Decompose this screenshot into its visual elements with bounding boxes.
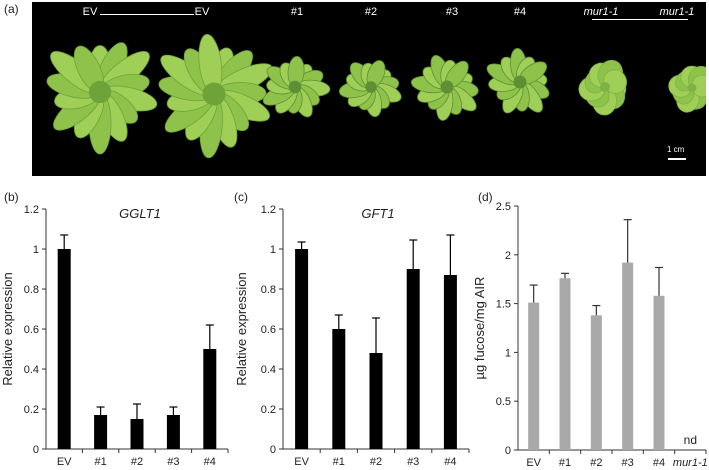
y-tick-label: 0.6 [261,324,276,336]
y-tick-label: 1 [33,244,39,256]
bar [622,262,634,450]
bar [130,419,144,449]
x-tick-label: #4 [204,456,216,468]
x-tick-label: #1 [94,456,106,468]
bar [369,353,383,449]
y-axis-label: Relative expression [0,272,15,385]
chart-title: GFT1 [361,206,394,221]
y-tick-label: 0.8 [261,284,276,296]
x-tick-label: #1 [559,457,571,469]
plant-label-ev-1: EV [82,6,98,18]
y-tick-label: 0.5 [496,396,511,408]
bar [295,249,309,449]
y-axis-label: Relative expression [234,272,249,385]
rosette-plant [338,60,402,118]
plant-label-1: #1 [290,6,304,18]
x-tick-label: #4 [653,457,665,469]
y-tick-label: 1.2 [24,204,39,216]
chart-gft1: 0 0.2 0.4 0.6 0.8 1 1.2 Relative expression GFT1… [234,204,470,468]
scale-bar [668,158,686,160]
rosette-plant [578,59,627,116]
rosettes-drawing [46,34,706,159]
bar [166,415,180,449]
x-tick-label: #2 [131,456,143,468]
y-tick-label: 0.4 [261,364,276,376]
bar [590,315,602,450]
bar [443,275,457,449]
bar [559,278,571,450]
x-tick-label: #2 [370,456,382,468]
y-tick-label: 0 [33,444,39,456]
rosette-plant [410,55,479,121]
bar [57,249,71,449]
y-tick-label: 1.2 [261,204,276,216]
y-axis-label: µg fucose/mg AIR [474,277,487,380]
plant-label-2: #2 [364,6,378,18]
x-tick-label: #3 [622,457,634,469]
rosette-plant [486,47,550,114]
y-tick-label: 0 [505,445,511,457]
x-tick-label: EV [526,457,541,469]
x-tick-label: mur1-1 [673,457,708,469]
plant-label-4: #4 [513,6,527,18]
y-tick-label: 2 [505,250,511,262]
bar [94,415,108,449]
x-tick-label: EV [294,456,309,468]
x-tick-label: #1 [333,456,345,468]
x-tick-label: #3 [407,456,419,468]
chart-gglt1: 0 0.2 0.4 0.6 0.8 1 1.2 Relative expression GGLT… [0,204,229,468]
bar [332,329,346,449]
chart-fucose: 0 0.5 1 1.5 2 2.5 µg fucose/mg AIR EV #1 #2 #3 #4 mu… [474,201,708,469]
rosette-plant [46,42,158,155]
plant-photograph: EV EV #1 #2 #3 #4 mur1-1 mur1-1 1 cm [32,2,706,176]
bar [653,295,665,450]
panel-label-d: (d) [478,190,493,204]
y-tick-label: 1 [270,244,276,256]
y-tick-label: 1.5 [496,299,511,311]
panel-label-a: (a) [4,2,19,16]
rosette-plant [262,56,331,118]
rosette-plant [668,65,706,113]
y-tick-label: 1 [505,347,511,359]
panel-label-c: (c) [234,190,248,204]
plant-label-mur1-1-b: mur1-1 [659,6,695,18]
y-tick-label: 0.2 [24,404,39,416]
nd-annotation: nd [684,433,697,447]
bar [528,302,540,450]
ev-bracket-line [100,14,194,15]
bar [203,349,217,449]
y-tick-label: 0.2 [261,404,276,416]
y-tick-label: 0 [270,444,276,456]
y-tick-label: 0.8 [24,284,39,296]
y-tick-label: 0.6 [24,324,39,336]
x-tick-label: #3 [167,456,179,468]
panel-label-b: (b) [4,190,19,204]
scale-bar-label: 1 cm [667,145,685,154]
bar [406,269,420,449]
plant-label-mur1-1-a: mur1-1 [583,6,619,18]
rosette-plant [158,34,273,159]
plant-label-3: #3 [445,6,459,18]
plant-label-ev-2: EV [194,6,210,18]
y-tick-label: 2.5 [496,201,511,213]
chart-title: GGLT1 [119,206,161,221]
y-tick-label: 0.4 [24,364,39,376]
x-tick-label: #4 [444,456,456,468]
mur1-bracket-line [592,19,688,20]
x-tick-label: #2 [590,457,602,469]
x-tick-label: EV [57,456,72,468]
